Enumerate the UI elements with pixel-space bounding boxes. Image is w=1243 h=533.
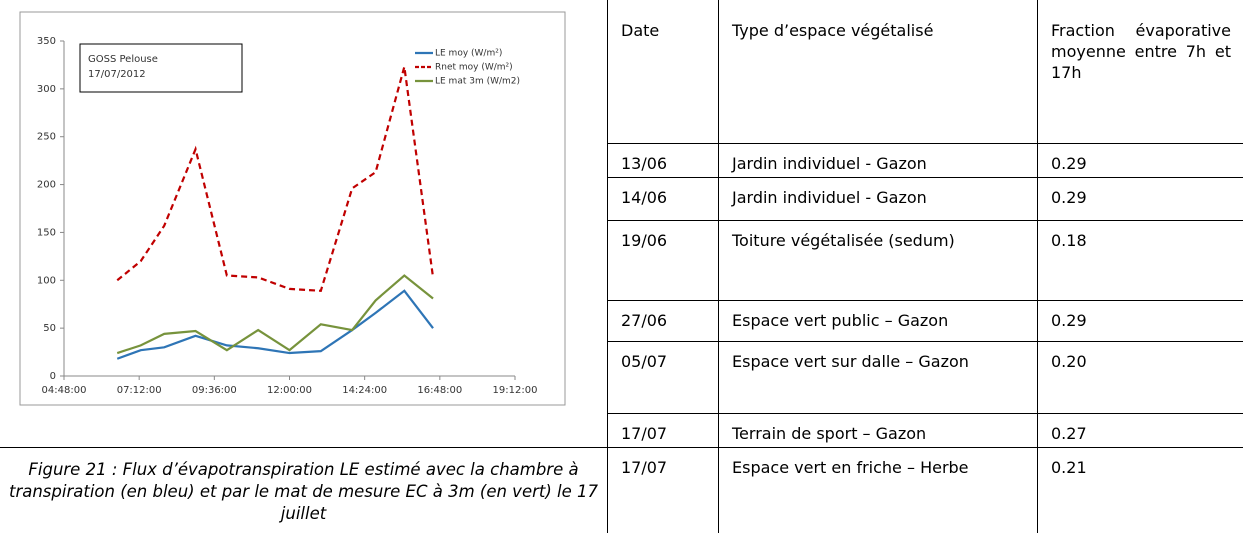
row-line (607, 447, 1243, 448)
table-cell: Toiture végétalisée (sedum) (732, 231, 955, 250)
y-tick-label: 100 (37, 275, 56, 286)
table-cell: 13/06 (621, 154, 668, 173)
table-cell: Espace vert sur dalle – Gazon (732, 352, 969, 371)
table-cell: 19/06 (621, 231, 668, 250)
x-tick-label: 04:48:00 (42, 385, 87, 396)
table-cell: 0.29 (1051, 154, 1087, 173)
table-cell: Terrain de sport – Gazon (732, 424, 927, 443)
table-cell: 0.20 (1051, 352, 1087, 371)
y-tick-label: 200 (37, 180, 56, 191)
series-line (116, 274, 434, 355)
y-tick-label: 350 (37, 36, 56, 47)
table-cell: 05/07 (621, 352, 668, 371)
table-cell: 17/07 (621, 458, 668, 477)
header-cell: Fraction évaporative moyenne entre 7h et… (1051, 21, 1231, 82)
y-tick-label: 0 (50, 371, 56, 382)
series-line (116, 289, 434, 360)
table-cell: 0.29 (1051, 188, 1087, 207)
annotation-box (79, 43, 243, 93)
table-cell: Jardin individuel - Gazon (732, 188, 927, 207)
y-tick-label: 50 (43, 323, 56, 334)
chart: GOSS Pelouse 17/07/2012 0 50 100 150 200 250 3… (19, 11, 566, 406)
legend-label: LE mat 3m (W/m2) (435, 77, 520, 87)
table-cell: 0.21 (1051, 458, 1087, 477)
table-cell: Jardin individuel - Gazon (732, 154, 927, 173)
table-cell: Espace vert en friche – Herbe (732, 458, 969, 477)
x-tick-label: 16:48:00 (417, 385, 462, 396)
table-cell: 27/06 (621, 311, 668, 330)
row-line (607, 341, 1243, 342)
column-line (718, 0, 719, 533)
y-tick-label: 300 (37, 84, 56, 95)
table-cell: 0.18 (1051, 231, 1087, 250)
row-line (607, 220, 1243, 221)
series-line (116, 66, 435, 292)
table-cell: 0.29 (1051, 311, 1087, 330)
legend-label: LE moy (W/m²) (435, 49, 502, 59)
x-tick-label: 19:12:00 (493, 385, 538, 396)
row-line (607, 413, 1243, 414)
y-tick-label: 150 (37, 227, 56, 238)
caption: Figure 21 : Flux d’évapotranspiration LE… (8, 460, 599, 523)
table-cell: Espace vert public – Gazon (732, 311, 949, 330)
y-tick-label: 250 (37, 132, 56, 143)
table-cell: 14/06 (621, 188, 668, 207)
table-cell: 0.27 (1051, 424, 1087, 443)
x-tick-label: 14:24:00 (342, 385, 387, 396)
header-cell: Date (621, 21, 660, 40)
row-line (607, 177, 1243, 178)
legend-label: Rnet moy (W/m²) (435, 63, 513, 73)
x-tick-label: 09:36:00 (192, 385, 237, 396)
x-tick-label: 12:00:00 (267, 385, 312, 396)
column-line (1037, 0, 1038, 533)
header-cell: Type d’espace végétalisé (732, 21, 934, 40)
row-line (607, 300, 1243, 301)
column-line (607, 0, 608, 533)
annotation: GOSS Pelouse (88, 54, 158, 65)
table-cell: 17/07 (621, 424, 668, 443)
x-tick-label: 07:12:00 (117, 385, 162, 396)
row-line (607, 143, 1243, 144)
row-line (0, 447, 607, 448)
annotation: 17/07/2012 (88, 69, 146, 80)
